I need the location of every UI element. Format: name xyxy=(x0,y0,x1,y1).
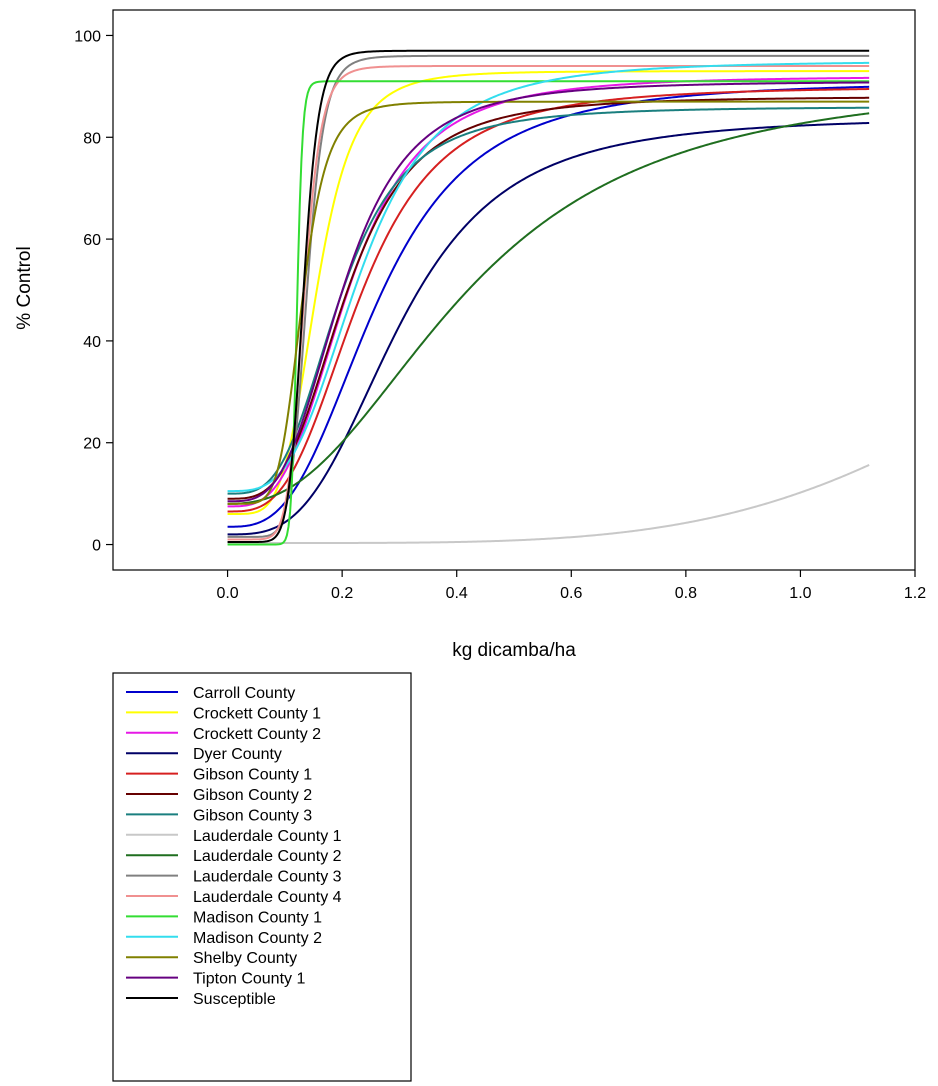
legend-label: Lauderdale County 4 xyxy=(193,889,342,906)
plot-frame xyxy=(112,9,916,571)
legend: Carroll County Crockett County 1 Crockett … xyxy=(112,672,412,1082)
legend-label: Gibson County 2 xyxy=(193,787,312,804)
x-tick-label: 0.4 xyxy=(446,585,468,602)
legend-label: Crockett County 2 xyxy=(193,726,321,743)
legend-box xyxy=(112,672,412,1082)
legend-label: Carroll County xyxy=(193,685,295,702)
x-tick-label: 1.0 xyxy=(789,585,811,602)
series-line-madison-county-2 xyxy=(227,61,870,493)
series-line-lauderdale-county-2 xyxy=(227,112,870,505)
y-tick-label: 40 xyxy=(83,334,101,351)
x-tick-label: 0.0 xyxy=(216,585,238,602)
series-line-gibson-county-3 xyxy=(227,106,870,495)
legend-label: Lauderdale County 2 xyxy=(193,848,342,865)
legend-label: Shelby County xyxy=(193,950,297,967)
series-line-gibson-county-2 xyxy=(227,96,870,500)
x-tick-label: 0.8 xyxy=(675,585,697,602)
series-line-crockett-county-1 xyxy=(227,70,870,515)
x-tick-label: 0.2 xyxy=(331,585,353,602)
y-tick-label: 20 xyxy=(83,436,101,453)
legend-label: Dyer County xyxy=(193,746,282,763)
legend-items: Carroll County Crockett County 1 Crockett … xyxy=(126,685,342,1008)
legend-label: Gibson County 3 xyxy=(193,807,312,824)
series-line-tipton-county-1 xyxy=(227,81,870,503)
y-axis-title: % Control xyxy=(14,246,35,329)
series-line-gibson-county-1 xyxy=(227,88,870,513)
legend-label: Susceptible xyxy=(193,991,276,1008)
series-line-lauderdale-county-4 xyxy=(227,65,870,541)
legend-label: Lauderdale County 3 xyxy=(193,869,342,886)
series-line-dyer-county xyxy=(227,121,870,536)
x-tick-label: 1.2 xyxy=(904,585,926,602)
series-lines xyxy=(227,49,870,546)
plot-area xyxy=(112,9,916,571)
series-line-madison-county-1 xyxy=(227,80,870,546)
y-tick-label: 0 xyxy=(92,538,101,555)
x-axis: 0.0 0.2 0.4 0.6 0.8 1.0 1.2 xyxy=(216,570,926,602)
series-line-lauderdale-county-1 xyxy=(227,464,870,545)
legend-label: Lauderdale County 1 xyxy=(193,828,342,845)
x-axis-title: kg dicamba/ha xyxy=(452,640,576,661)
series-line-shelby-county xyxy=(227,100,870,505)
legend-label: Madison County 1 xyxy=(193,909,322,926)
y-tick-label: 80 xyxy=(83,130,101,147)
x-tick-label: 0.6 xyxy=(560,585,582,602)
series-line-susceptible xyxy=(227,49,870,543)
series-line-crockett-county-2 xyxy=(227,76,870,508)
legend-label: Gibson County 1 xyxy=(193,767,312,784)
y-tick-label: 100 xyxy=(74,28,101,45)
y-axis: 0 20 40 60 80 100 xyxy=(74,28,113,555)
legend-label: Madison County 2 xyxy=(193,930,322,947)
legend-label: Tipton County 1 xyxy=(193,971,305,988)
y-tick-label: 60 xyxy=(83,232,101,249)
legend-label: Crockett County 1 xyxy=(193,705,321,722)
